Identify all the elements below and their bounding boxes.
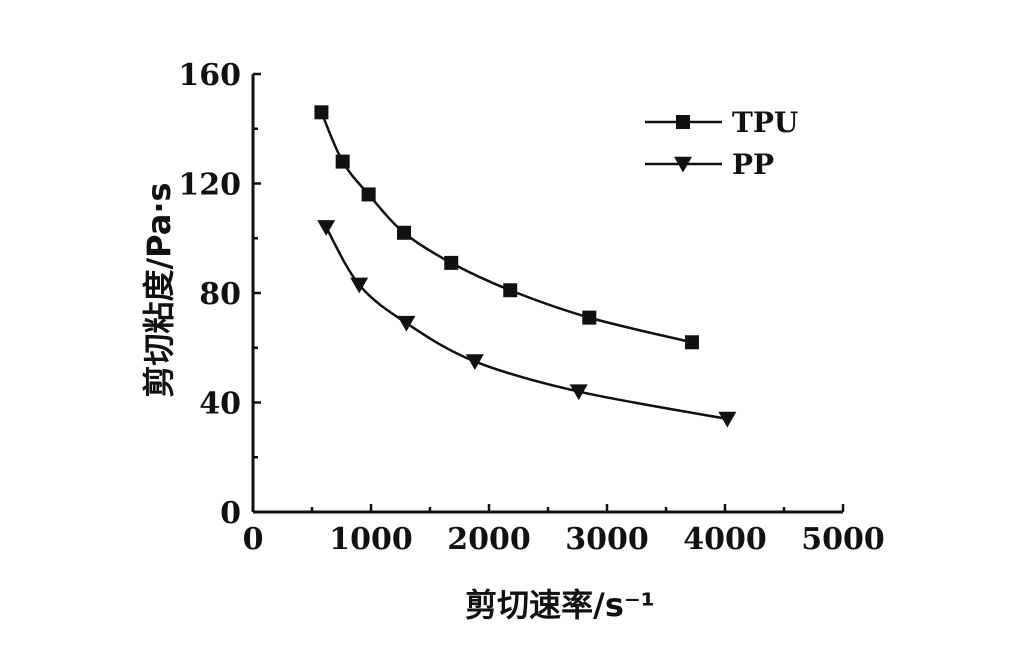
point-pp-marker: [350, 277, 369, 294]
point-tpu-marker: [503, 283, 518, 298]
series-tpu: [314, 105, 699, 350]
x-axis-title: 剪切速率/s⁻¹: [465, 586, 655, 624]
series-layer: [314, 105, 737, 428]
legend-pp-marker: [674, 156, 692, 173]
x-tick-label: 0: [243, 522, 264, 557]
x-tick-label: 3000: [565, 522, 649, 557]
point-tpu-marker: [361, 187, 376, 202]
legend-label-tpu: TPU: [732, 106, 798, 139]
x-tick-label: 5000: [801, 522, 885, 557]
point-tpu-marker: [335, 154, 350, 169]
point-pp-marker: [718, 411, 737, 428]
series-line-pp: [325, 226, 728, 421]
legend-item-tpu: TPU: [645, 106, 798, 139]
point-pp-marker: [569, 384, 588, 401]
point-tpu-marker: [582, 310, 597, 325]
legend-label-pp: PP: [732, 148, 774, 181]
legend-tpu-marker: [676, 115, 690, 129]
point-tpu-marker: [397, 225, 412, 240]
x-tick-label: 2000: [447, 522, 531, 557]
y-axis-title: 剪切粘度/Pa·s: [140, 182, 178, 397]
point-pp-marker: [317, 220, 336, 236]
x-tick-label: 4000: [683, 522, 767, 557]
y-ticks: 0 40 80 120 160: [178, 58, 261, 531]
axes: [251, 74, 843, 514]
x-ticks: 0 1000 2000 3000 4000 5000: [243, 504, 885, 557]
series-line-tpu: [320, 111, 693, 344]
point-tpu-marker: [314, 105, 329, 120]
point-pp-marker: [465, 354, 484, 370]
y-tick-label: 80: [199, 277, 241, 312]
y-tick-label: 160: [178, 58, 241, 93]
y-tick-label: 120: [178, 168, 241, 203]
legend: TPU PP: [645, 106, 798, 181]
series-pp: [317, 220, 737, 428]
y-tick-label: 40: [199, 387, 241, 422]
y-tick-label: 0: [220, 496, 241, 531]
point-tpu-marker: [444, 255, 459, 270]
point-tpu-marker: [684, 335, 699, 350]
x-tick-label: 1000: [329, 522, 413, 557]
point-pp-marker: [397, 315, 416, 332]
legend-item-pp: PP: [645, 148, 774, 181]
